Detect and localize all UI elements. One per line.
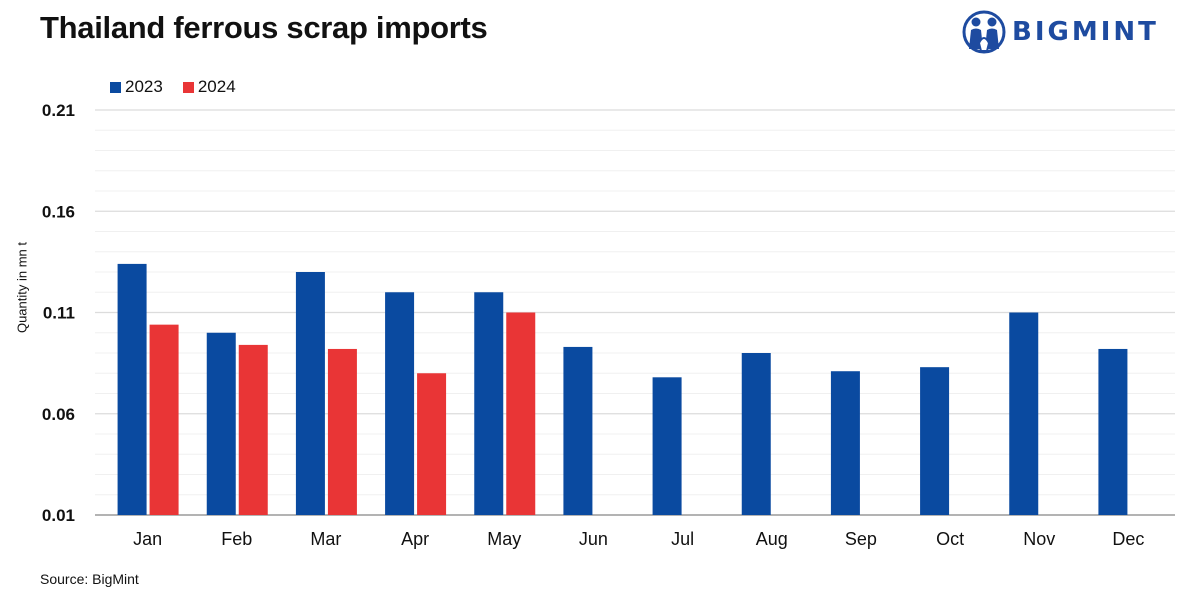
bar-2023-oct: [920, 367, 950, 515]
bar-2023-jun: [563, 346, 593, 515]
y-tick-label: 0.11: [43, 304, 75, 323]
grid-lines: [95, 109, 1175, 516]
y-tick-label: 0.21: [42, 101, 75, 120]
chart-legend: 2023 2024: [110, 77, 256, 97]
x-tick-label: May: [487, 529, 521, 549]
bars: [117, 263, 1128, 515]
bar-2023-jul: [652, 377, 682, 515]
bar-2023-nov: [1009, 312, 1039, 515]
logo-text: BIGMINT: [1012, 17, 1159, 47]
bar-2023-dec: [1098, 348, 1128, 515]
bar-2023-may: [474, 292, 504, 515]
x-tick-label: Jul: [671, 529, 694, 549]
x-tick-label: Feb: [221, 529, 252, 549]
chart-title: Thailand ferrous scrap imports: [40, 10, 488, 45]
legend-swatch-2024: [182, 81, 194, 93]
source-note: Source: BigMint: [40, 571, 139, 587]
x-tick-label: Sep: [845, 529, 877, 549]
x-tick-label: Mar: [310, 529, 341, 549]
legend-swatch-2023: [110, 81, 121, 93]
legend-label-2024: 2024: [197, 77, 236, 96]
y-tick-label: 0.16: [42, 202, 75, 221]
axis-labels: 0.01 0.06 0.11 0.16 0.21 Jan Feb Mar Apr May Jun Ju…: [42, 101, 1145, 549]
bar-2023-jan: [117, 263, 147, 515]
x-tick-label: Oct: [936, 529, 964, 549]
x-tick-label: Jun: [579, 529, 608, 549]
x-tick-label: Apr: [401, 529, 429, 549]
bar-2023-apr: [385, 292, 415, 515]
x-tick-label: Dec: [1112, 529, 1144, 549]
bar-2024-apr: [417, 373, 447, 515]
legend-label-2023: 2023: [125, 77, 163, 96]
x-tick-label: Nov: [1023, 529, 1055, 549]
bigmint-people-icon: [962, 10, 1006, 54]
bar-2023-mar: [295, 272, 325, 515]
bar-2024-may: [506, 312, 536, 515]
legend-item-2023: 2023: [110, 77, 163, 97]
bar-2024-mar: [327, 348, 357, 515]
y-tick-label: 0.06: [42, 405, 75, 424]
bigmint-logo: BIGMINT: [962, 6, 1184, 58]
bar-2023-feb: [206, 332, 236, 515]
bar-2023-aug: [741, 353, 771, 515]
x-tick-label: Aug: [756, 529, 788, 549]
legend-item-2024: 2024: [182, 77, 236, 97]
bar-2023-sep: [830, 371, 860, 515]
x-tick-label: Jan: [133, 529, 162, 549]
y-tick-label: 0.01: [42, 506, 75, 525]
bar-2024-feb: [238, 344, 268, 515]
bar-2024-jan: [149, 324, 179, 515]
